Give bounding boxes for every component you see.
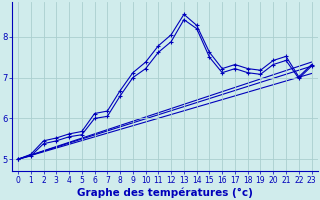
X-axis label: Graphe des températures (°c): Graphe des températures (°c) bbox=[77, 187, 253, 198]
